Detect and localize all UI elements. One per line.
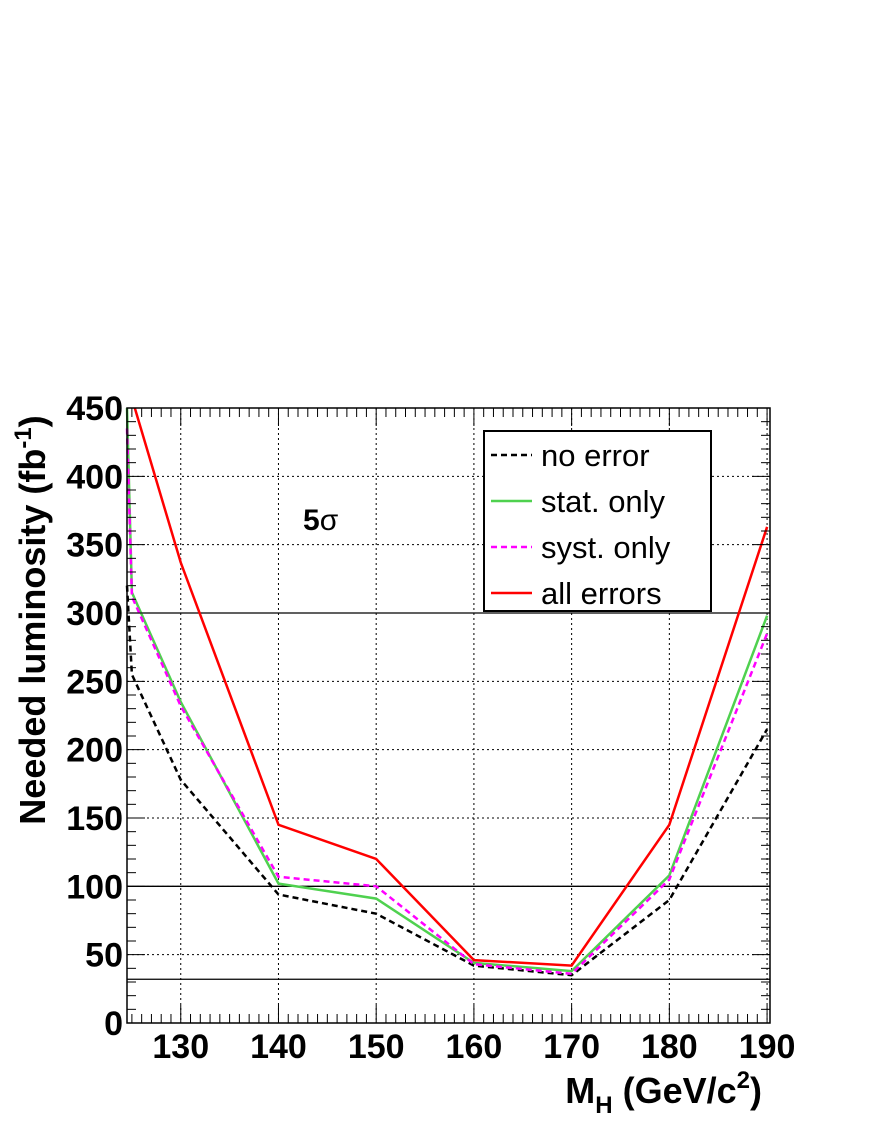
x-tick-label-160: 160 xyxy=(446,1028,503,1066)
y-tick-label-250: 250 xyxy=(66,663,123,701)
y-tick-label-350: 350 xyxy=(66,527,123,565)
legend-label-all-errors: all errors xyxy=(541,576,662,611)
legend-box xyxy=(483,430,712,612)
legend-label-no-error: no error xyxy=(541,438,650,473)
y-tick-label-200: 200 xyxy=(66,732,123,770)
series-line-no-error xyxy=(125,585,769,977)
y-tick-label-100: 100 xyxy=(66,868,123,906)
y-tick-label-150: 150 xyxy=(66,800,123,838)
plot-frame xyxy=(126,407,771,1024)
axis-ticks xyxy=(127,408,770,1023)
x-tick-label-140: 140 xyxy=(250,1028,307,1066)
y-tick-label-50: 50 xyxy=(85,937,123,975)
legend-label-syst-only: syst. only xyxy=(541,530,671,565)
legend-label-stat-only: stat. only xyxy=(541,484,666,519)
x-axis-title: MH (GeV/c2) xyxy=(565,1067,762,1119)
reference-lines xyxy=(127,612,770,980)
y-tick-labels: 0 50 100 150 200 250 300 350 400 450 xyxy=(66,390,123,1043)
y-tick-label-450: 450 xyxy=(66,390,123,428)
y-tick-label-400: 400 xyxy=(66,458,123,496)
series-line-syst-only xyxy=(125,428,769,976)
y-tick-label-300: 300 xyxy=(66,595,123,633)
significance-annotation: 5σ xyxy=(303,504,339,537)
legend: no error stat. only syst. only all errors xyxy=(483,430,712,612)
y-axis-title: Needed luminosity (fb-1) xyxy=(10,415,53,824)
x-tick-labels: 130 140 150 160 170 180 190 xyxy=(152,1028,795,1066)
x-tick-label-180: 180 xyxy=(641,1028,698,1066)
x-tick-label-130: 130 xyxy=(152,1028,209,1066)
series-lines xyxy=(125,407,769,977)
x-tick-label-170: 170 xyxy=(543,1028,600,1066)
x-tick-label-150: 150 xyxy=(348,1028,405,1066)
series-line-all-errors xyxy=(133,407,769,967)
x-tick-label-190: 190 xyxy=(739,1028,796,1066)
y-tick-label-0: 0 xyxy=(104,1005,123,1043)
series-line-stat-only xyxy=(125,407,769,973)
